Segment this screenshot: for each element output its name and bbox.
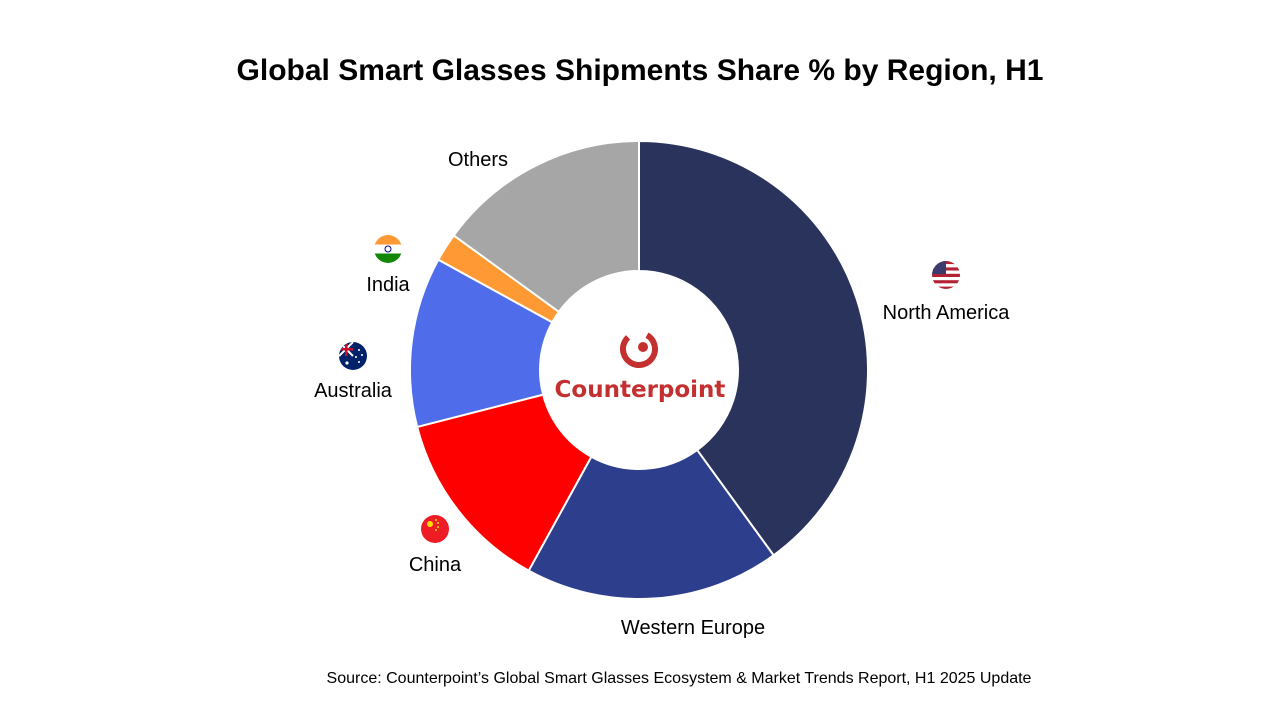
label-western-europe: Western Europe [621,617,765,639]
china-flag-icon [421,515,449,543]
slice-western-europe [527,448,776,600]
slice-labels: North America Western Europe China Australi… [314,149,1010,639]
label-north-america: North America [883,302,1011,324]
center-logo: Counterpoint [555,330,726,403]
label-india: India [366,274,410,296]
chart-title: Global Smart Glasses Shipments Share % b… [236,54,1044,87]
india-flag-icon [374,235,402,263]
logo-text: Counterpoint [555,377,726,403]
us-flag-icon [932,261,960,289]
label-others: Others [448,149,508,171]
slice-others [452,139,640,314]
label-australia: Australia [314,380,393,402]
slice-north-america [638,139,869,557]
slice-china [415,393,593,573]
australia-flag-icon [339,342,367,370]
donut-slices [409,139,869,600]
source-note: Source: Counterpoint’s Global Smart Glas… [326,670,1032,687]
counterpoint-logo-icon [620,330,658,368]
label-china: China [409,554,462,576]
